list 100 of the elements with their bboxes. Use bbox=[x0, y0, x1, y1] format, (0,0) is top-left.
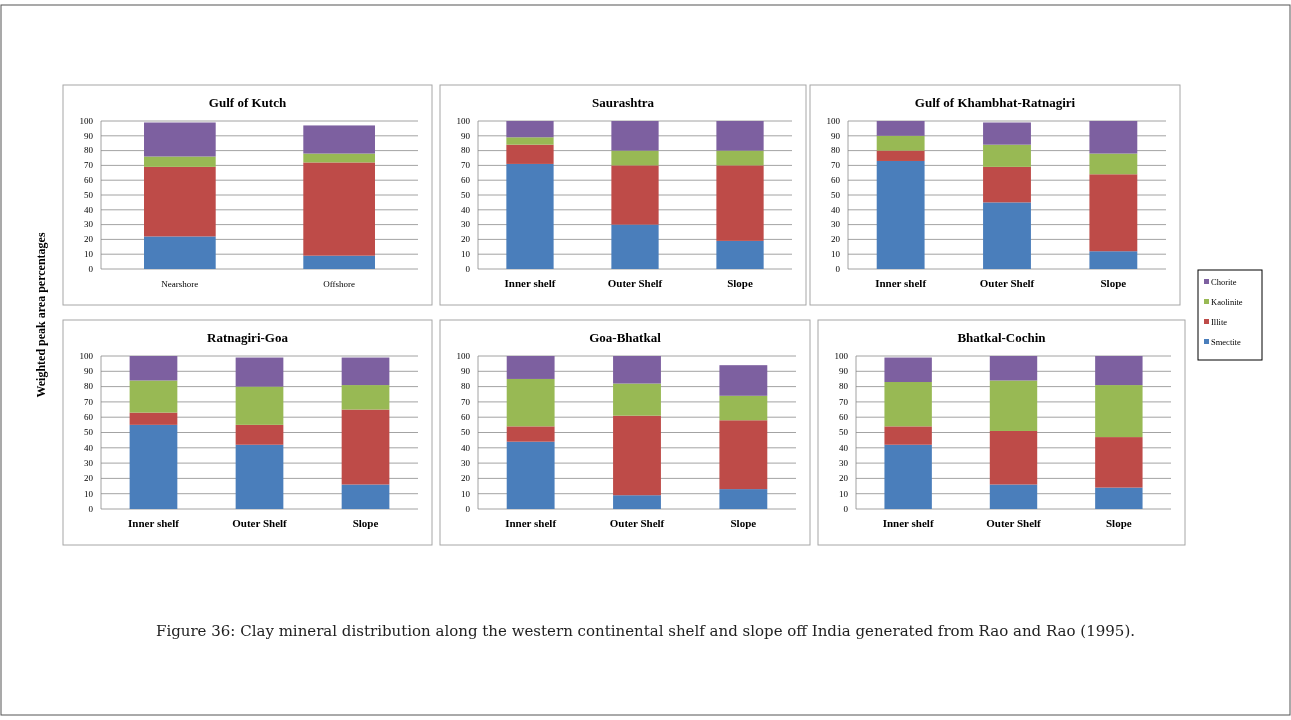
bar bbox=[506, 356, 555, 379]
bar bbox=[129, 380, 178, 413]
chart-title: Gulf of Kutch bbox=[208, 95, 287, 110]
bar bbox=[1089, 153, 1138, 175]
x-tick-label: Outer Shelf bbox=[609, 517, 665, 529]
bar bbox=[235, 386, 284, 425]
bar bbox=[1095, 437, 1143, 488]
bar bbox=[506, 121, 554, 138]
y-tick-label: 0 bbox=[88, 263, 94, 274]
bar bbox=[341, 357, 390, 386]
x-tick-label: Inner shelf bbox=[505, 517, 557, 529]
y-tick-label: 40 bbox=[461, 442, 471, 453]
bar bbox=[716, 150, 764, 166]
y-tick-label: 40 bbox=[839, 442, 849, 453]
x-tick-label: Slope bbox=[352, 517, 379, 529]
bar bbox=[144, 122, 216, 157]
bar bbox=[719, 395, 768, 421]
bar bbox=[1095, 487, 1143, 509]
y-tick-label: 20 bbox=[831, 234, 841, 245]
bar bbox=[611, 224, 659, 269]
bar bbox=[506, 163, 554, 269]
x-tick-label: Inner shelf bbox=[504, 277, 556, 289]
legend-label: Kaolinite bbox=[1211, 296, 1243, 307]
y-tick-label: 100 bbox=[456, 350, 471, 361]
bar bbox=[989, 430, 1038, 485]
bar bbox=[716, 240, 764, 269]
y-tick-label: 60 bbox=[84, 412, 94, 423]
bar bbox=[235, 424, 284, 445]
y-tick-label: 30 bbox=[461, 219, 471, 230]
bar bbox=[876, 121, 925, 136]
bar bbox=[235, 357, 284, 387]
x-tick-label: Slope bbox=[1100, 277, 1127, 289]
y-tick-label: 0 bbox=[835, 263, 841, 274]
chart-title: Goa-Bhatkal bbox=[589, 330, 662, 345]
y-tick-label: 20 bbox=[461, 234, 471, 245]
y-tick-label: 90 bbox=[461, 130, 471, 141]
y-tick-label: 100 bbox=[79, 350, 94, 361]
bar bbox=[719, 489, 768, 509]
bar bbox=[719, 365, 768, 396]
y-tick-label: 60 bbox=[84, 175, 94, 186]
bar bbox=[144, 156, 216, 167]
bar bbox=[506, 378, 555, 427]
bar bbox=[613, 415, 661, 496]
bar bbox=[876, 135, 925, 151]
bar bbox=[341, 385, 390, 410]
y-tick-label: 0 bbox=[88, 503, 94, 514]
bar bbox=[989, 380, 1038, 431]
y-tick-label: 70 bbox=[84, 396, 94, 407]
bar bbox=[613, 356, 661, 384]
y-tick-label: 20 bbox=[461, 473, 471, 484]
y-tick-label: 70 bbox=[461, 160, 471, 171]
bar bbox=[611, 150, 659, 166]
bar bbox=[611, 121, 659, 151]
bar bbox=[1089, 251, 1138, 269]
bar bbox=[1095, 385, 1143, 438]
bar bbox=[1089, 174, 1138, 252]
bar bbox=[235, 444, 284, 509]
chart-title: Ratnagiri-Goa bbox=[207, 330, 289, 345]
y-tick-label: 10 bbox=[84, 249, 94, 260]
bar bbox=[1089, 121, 1138, 154]
bar bbox=[983, 144, 1031, 167]
y-axis-title: Weighted peak area percentages bbox=[34, 232, 48, 398]
y-tick-label: 10 bbox=[461, 249, 471, 260]
legend-label: Smectite bbox=[1211, 336, 1241, 347]
x-tick-label: Outer Shelf bbox=[607, 277, 663, 289]
y-tick-label: 60 bbox=[461, 175, 471, 186]
y-tick-label: 20 bbox=[84, 473, 94, 484]
y-tick-label: 0 bbox=[465, 503, 471, 514]
bar bbox=[884, 357, 932, 383]
y-tick-label: 60 bbox=[839, 412, 849, 423]
y-tick-label: 10 bbox=[84, 488, 94, 499]
y-tick-label: 70 bbox=[839, 396, 849, 407]
bar bbox=[876, 150, 925, 161]
y-tick-label: 60 bbox=[831, 175, 841, 186]
bar bbox=[129, 424, 178, 509]
y-tick-label: 20 bbox=[839, 473, 849, 484]
bar bbox=[506, 426, 555, 442]
y-tick-label: 90 bbox=[461, 366, 471, 377]
x-tick-label: Nearshore bbox=[161, 279, 199, 289]
bar bbox=[989, 356, 1038, 381]
x-tick-label: Outer Shelf bbox=[979, 277, 1035, 289]
y-tick-label: 80 bbox=[84, 381, 94, 392]
y-tick-label: 30 bbox=[461, 457, 471, 468]
chart-title: Bhatkal-Cochin bbox=[957, 330, 1047, 345]
bar bbox=[129, 356, 178, 381]
bar bbox=[303, 125, 375, 154]
y-tick-label: 100 bbox=[456, 115, 471, 126]
bar bbox=[613, 495, 661, 509]
bar bbox=[303, 153, 375, 163]
y-tick-label: 80 bbox=[831, 145, 841, 156]
y-tick-label: 20 bbox=[84, 234, 94, 245]
y-tick-label: 80 bbox=[84, 145, 94, 156]
y-tick-label: 100 bbox=[79, 115, 94, 126]
y-tick-label: 10 bbox=[839, 488, 849, 499]
x-tick-label: Slope bbox=[730, 517, 757, 529]
bar bbox=[989, 484, 1038, 509]
x-tick-label: Offshore bbox=[323, 279, 356, 289]
bar bbox=[983, 202, 1031, 269]
y-tick-label: 80 bbox=[461, 145, 471, 156]
bar bbox=[884, 426, 932, 445]
